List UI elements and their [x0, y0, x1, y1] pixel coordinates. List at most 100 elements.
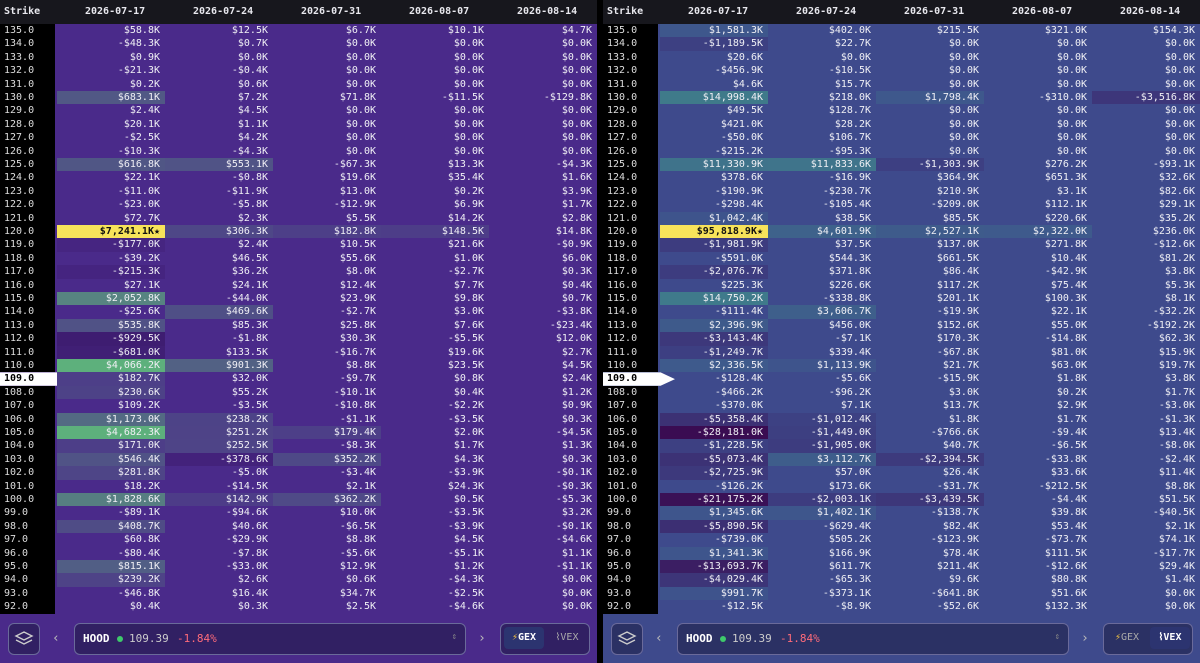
value-cell: $5.3K	[1164, 279, 1195, 291]
value-cell: $32.6K	[1158, 172, 1195, 184]
value-cell: -$4.3K	[447, 574, 484, 586]
gex-panel: Strike 2026-07-17 2026-07-24 2026-07-31 2026…	[0, 0, 597, 663]
date-header: 2026-08-14	[1120, 6, 1181, 17]
strike: 98.0	[0, 519, 55, 534]
ticker-select[interactable]: HOOD 109.39 -1.84% ⇕	[74, 623, 466, 655]
value-cell: -$14.5K	[225, 480, 268, 492]
value-cell: $1,345.6K	[660, 506, 768, 520]
table-row: 120.0 $7,241.1K★ $306.3K $182.8K $148.5K $14.…	[0, 225, 597, 239]
value-cell: $82.4K	[942, 520, 979, 532]
value-cell: -$3.4K	[339, 467, 376, 479]
value-cell: $0.8K	[453, 373, 484, 385]
value-cell: $2.3K	[237, 212, 268, 224]
date-header: 2026-07-24	[193, 6, 254, 17]
value-cell: $1,581.3K	[660, 24, 768, 38]
value-cell: $0.0K	[948, 105, 979, 117]
value-cell: $1.8K	[1056, 373, 1087, 385]
table-row: 129.0 $2.4K $4.5K $0.0K $0.0K $0.0K	[0, 104, 597, 118]
value-cell: $8.8K	[1164, 480, 1195, 492]
strike: 120.0	[0, 225, 55, 239]
value-cell: $0.6K	[237, 78, 268, 90]
value-cell: $5.5K	[345, 212, 376, 224]
value-cell: $6.7K	[345, 25, 376, 36]
value-cell: $3.0K	[948, 386, 979, 398]
table-row: 117.0 -$2,076.7K $371.8K $86.4K -$42.9K $3.8K	[603, 265, 1200, 279]
value-cell: $252.5K	[165, 439, 273, 453]
value-cell: -$128.4K	[714, 373, 763, 385]
value-cell: $2.5K	[345, 601, 376, 613]
table-row: 102.0 $281.8K -$5.0K -$3.4K -$3.9K -$0.1K	[0, 466, 597, 480]
value-cell: $2,322.0K	[984, 225, 1092, 239]
value-cell: $1.3K	[561, 440, 592, 452]
value-cell: $0.0K	[453, 78, 484, 90]
value-cell: $0.7K	[561, 293, 592, 304]
value-cell: -$29.9K	[225, 534, 268, 546]
table-row: 101.0 $18.2K -$14.5K $2.1K $24.3K -$0.3K	[0, 479, 597, 493]
mode-icon: ⌇	[555, 632, 561, 643]
mode-label: VEX	[560, 632, 579, 643]
value-cell: $1,042.4K	[660, 211, 768, 225]
mode-toggle: ⚡GEX ⌇VEX	[1103, 623, 1193, 655]
mode-button[interactable]: ⌇VEX	[547, 627, 587, 649]
value-cell: -$0.9K	[555, 239, 592, 251]
table-row: 127.0 -$50.0K $106.7K $0.0K $0.0K $0.0K	[603, 131, 1200, 145]
table-row: 110.0 $4,066.2K $901.3K $8.8K $23.5K $4.5K	[0, 359, 597, 373]
value-cell: $58.8K	[123, 25, 160, 36]
value-cell: $74.1K	[1158, 534, 1195, 546]
value-cell: $12.0K	[555, 333, 592, 345]
value-cell: -$46.8K	[117, 587, 160, 599]
value-cell: $15.7K	[834, 78, 871, 90]
value-cell: $35.2K	[1158, 212, 1195, 224]
mode-button[interactable]: ⚡GEX	[1107, 627, 1147, 649]
value-cell: $86.4K	[942, 266, 979, 278]
value-cell: $1.8K	[948, 413, 979, 425]
table-row: 128.0 $421.0K $28.2K $0.0K $0.0K $0.0K	[603, 117, 1200, 132]
value-cell: $2,052.8K	[57, 292, 165, 306]
strike: 133.0	[0, 50, 55, 65]
value-cell: $166.9K	[828, 547, 871, 559]
value-cell: -$111.4K	[714, 306, 763, 318]
value-cell: $281.8K	[57, 466, 165, 480]
layers-button[interactable]	[611, 623, 643, 655]
strike: 96.0	[603, 546, 658, 560]
table-row: 119.0 -$1,981.9K $37.5K $137.0K $271.8K -$12.…	[603, 238, 1200, 252]
table-row: 96.0 -$80.4K -$7.8K -$5.6K -$5.1K $1.1K	[0, 546, 597, 560]
value-cell: -$12.9K	[333, 199, 376, 211]
strike: 112.0	[0, 332, 55, 346]
value-cell: -$105.4K	[822, 199, 871, 211]
table-row: 99.0 -$89.1K -$94.6K $10.0K -$3.5K $3.2K	[0, 506, 597, 520]
value-cell: $3.8K	[1164, 373, 1195, 385]
strike: 131.0	[0, 77, 55, 91]
value-cell: -$12.6K	[1152, 239, 1195, 251]
ticker-select[interactable]: HOOD 109.39 -1.84% ⇕	[677, 623, 1069, 655]
strike: 134.0	[0, 37, 55, 51]
date-header: 2026-08-07	[1012, 6, 1073, 17]
table-row: 112.0 -$929.5K -$1.8K $30.3K -$5.5K $12.0K	[0, 332, 597, 346]
value-cell: -$1,981.9K	[660, 238, 768, 252]
value-cell: $8.8K	[345, 534, 376, 546]
value-cell: $1,828.6K	[57, 493, 165, 507]
prev-button[interactable]: ‹	[655, 631, 663, 646]
mode-button[interactable]: ⌇VEX	[1150, 627, 1190, 649]
strike: 123.0	[603, 184, 658, 199]
value-cell: $0.0K	[948, 65, 979, 77]
strike: 125.0	[0, 158, 55, 172]
strike: 94.0	[0, 573, 55, 587]
value-cell: -$456.9K	[714, 65, 763, 77]
mode-icon: ⚡	[511, 632, 518, 643]
mode-button[interactable]: ⚡GEX	[504, 627, 544, 649]
value-cell: -$32.2K	[1152, 306, 1195, 318]
value-cell: $0.0K	[345, 38, 376, 50]
strike: 99.0	[603, 506, 658, 520]
value-cell: $14.8K	[555, 226, 592, 237]
prev-button[interactable]: ‹	[52, 631, 60, 646]
layers-button[interactable]	[8, 623, 40, 655]
value-cell: -$10.5K	[828, 65, 871, 77]
table-row: 114.0 -$111.4K $3,606.7K -$19.9K $22.1K -$32.…	[603, 305, 1200, 319]
value-cell: $544.3K	[828, 252, 871, 264]
value-cell: -$378.6K	[165, 452, 273, 467]
value-cell: $9.6K	[948, 574, 979, 586]
value-cell: -$2.5K	[447, 587, 484, 599]
next-button[interactable]: ›	[478, 631, 486, 646]
next-button[interactable]: ›	[1081, 631, 1089, 646]
